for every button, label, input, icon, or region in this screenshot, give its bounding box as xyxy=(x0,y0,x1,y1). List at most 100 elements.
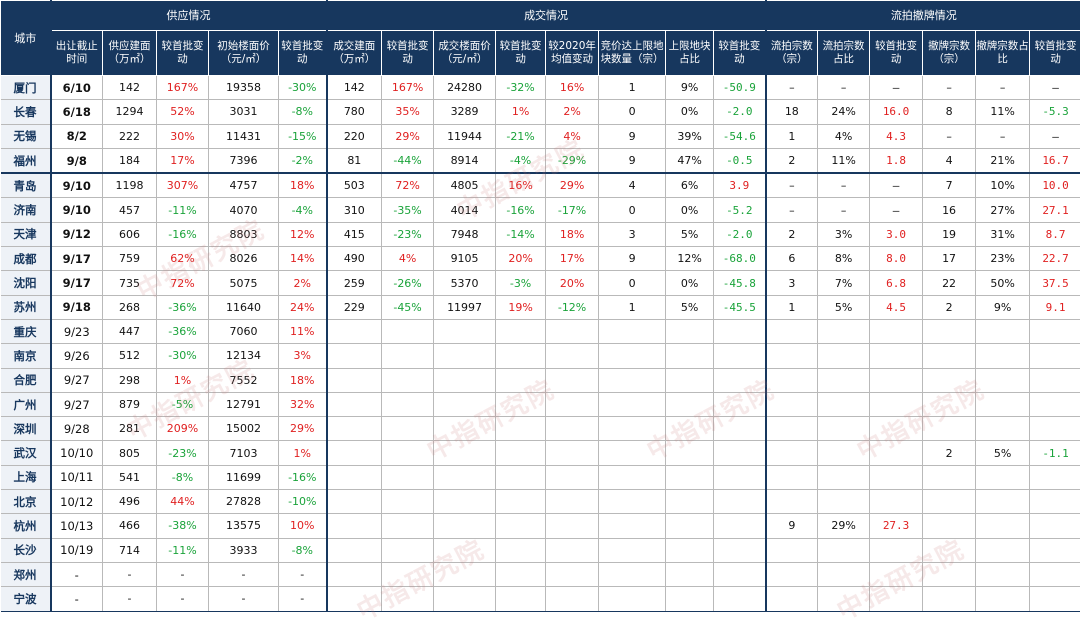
cap-pct-cell xyxy=(666,319,714,343)
s-price-cell: 7103 xyxy=(209,441,279,465)
f-chg-cell: 6.8 xyxy=(870,271,923,295)
d-area-cell xyxy=(327,441,382,465)
f-pct-cell xyxy=(818,344,870,368)
s-pchg-cell: 12% xyxy=(279,222,327,246)
f-chg-cell xyxy=(870,587,923,611)
cap-n-cell: 0 xyxy=(599,271,666,295)
d-price-cell: 7948 xyxy=(434,222,496,246)
cap-pct-cell xyxy=(666,465,714,489)
cap-n-cell xyxy=(599,417,666,441)
cap-pct-cell: 5% xyxy=(666,295,714,319)
w-pct-cell xyxy=(976,538,1030,562)
cap-pct-cell xyxy=(666,368,714,392)
s-price-cell: 13575 xyxy=(209,514,279,538)
s-price-cell: 3031 xyxy=(209,100,279,124)
d-pchg-cell: -32% xyxy=(496,76,546,100)
d-chg-cell xyxy=(382,587,434,611)
city-cell: 合肥 xyxy=(1,368,51,392)
city-cell: 济南 xyxy=(1,198,51,222)
w-n-cell xyxy=(923,465,976,489)
w-chg-cell: 16.7 xyxy=(1030,148,1080,173)
cap-chg-cell xyxy=(714,441,766,465)
s-chg-cell: -23% xyxy=(157,441,209,465)
f-chg-cell xyxy=(870,562,923,586)
s-price-cell: 11431 xyxy=(209,124,279,148)
col-header: 较首批变动 xyxy=(279,31,327,76)
cap-n-cell xyxy=(599,538,666,562)
w-pct-cell xyxy=(976,319,1030,343)
f-chg-cell: 8.0 xyxy=(870,247,923,271)
col-header: 较首批变动 xyxy=(714,31,766,76)
w-pct-cell: 31% xyxy=(976,222,1030,246)
d-area-cell xyxy=(327,392,382,416)
city-cell: 北京 xyxy=(1,490,51,514)
cap-pct-cell xyxy=(666,490,714,514)
d-area-cell: 503 xyxy=(327,173,382,198)
s-area-cell: 805 xyxy=(103,441,157,465)
d-vs2020-cell xyxy=(546,562,599,586)
s-chg-cell: -36% xyxy=(157,295,209,319)
date-cell: 6/10 xyxy=(51,76,103,100)
f-chg-cell xyxy=(870,490,923,514)
w-n-cell: 2 xyxy=(923,441,976,465)
w-pct-cell: 11% xyxy=(976,100,1030,124)
table-row: 南京 9/26 512 -30% 12134 3% xyxy=(1,344,1080,368)
col-header: 供应建面（万㎡） xyxy=(103,31,157,76)
f-pct-cell xyxy=(818,319,870,343)
s-pchg-cell: -15% xyxy=(279,124,327,148)
w-chg-cell: 22.7 xyxy=(1030,247,1080,271)
city-cell: 长沙 xyxy=(1,538,51,562)
s-area-cell: - xyxy=(103,562,157,586)
w-pct-cell: 50% xyxy=(976,271,1030,295)
date-cell: 9/17 xyxy=(51,271,103,295)
city-cell: 福州 xyxy=(1,148,51,173)
s-pchg-cell: -16% xyxy=(279,465,327,489)
date-cell: 9/8 xyxy=(51,148,103,173)
date-cell: - xyxy=(51,587,103,611)
city-cell: 郑州 xyxy=(1,562,51,586)
d-pchg-cell xyxy=(496,538,546,562)
cap-n-cell: 3 xyxy=(599,222,666,246)
w-n-cell: 22 xyxy=(923,271,976,295)
cap-pct-cell: 0% xyxy=(666,198,714,222)
date-cell: - xyxy=(51,562,103,586)
s-chg-cell: 30% xyxy=(157,124,209,148)
cap-chg-cell xyxy=(714,319,766,343)
f-n-cell: 2 xyxy=(766,148,818,173)
f-n-cell xyxy=(766,392,818,416)
w-n-cell: 16 xyxy=(923,198,976,222)
col-header: 较首批变动 xyxy=(870,31,923,76)
col-header: 流拍宗数（宗） xyxy=(766,31,818,76)
s-area-cell: 142 xyxy=(103,76,157,100)
d-chg-cell xyxy=(382,441,434,465)
w-chg-cell xyxy=(1030,538,1080,562)
s-area-cell: 447 xyxy=(103,319,157,343)
table-row: 郑州 - - - - - xyxy=(1,562,1080,586)
cap-chg-cell: -45.5 xyxy=(714,295,766,319)
col-header: 撤牌宗数（宗） xyxy=(923,31,976,76)
d-vs2020-cell xyxy=(546,344,599,368)
table-row: 济南 9/10 457 -11% 4070 -4% 310 -35% 4014 -16% -17% 0… xyxy=(1,198,1080,222)
s-pchg-cell: - xyxy=(279,587,327,611)
w-pct-cell xyxy=(976,368,1030,392)
w-chg-cell xyxy=(1030,344,1080,368)
w-pct-cell xyxy=(976,417,1030,441)
d-price-cell xyxy=(434,392,496,416)
table-row: 福州 9/8 184 17% 7396 -2% 81 -44% 8914 -4% -29% 9 47% -… xyxy=(1,148,1080,173)
d-chg-cell: -45% xyxy=(382,295,434,319)
d-area-cell: 259 xyxy=(327,271,382,295)
s-pchg-cell: 2% xyxy=(279,271,327,295)
f-pct-cell xyxy=(818,368,870,392)
cap-chg-cell xyxy=(714,368,766,392)
w-pct-cell xyxy=(976,465,1030,489)
cap-n-cell: 4 xyxy=(599,173,666,198)
w-n-cell xyxy=(923,562,976,586)
cap-chg-cell xyxy=(714,417,766,441)
s-chg-cell: -30% xyxy=(157,344,209,368)
d-pchg-cell xyxy=(496,514,546,538)
cap-pct-cell xyxy=(666,538,714,562)
cap-chg-cell xyxy=(714,538,766,562)
f-n-cell: – xyxy=(766,173,818,198)
cap-n-cell xyxy=(599,441,666,465)
f-n-cell: – xyxy=(766,198,818,222)
